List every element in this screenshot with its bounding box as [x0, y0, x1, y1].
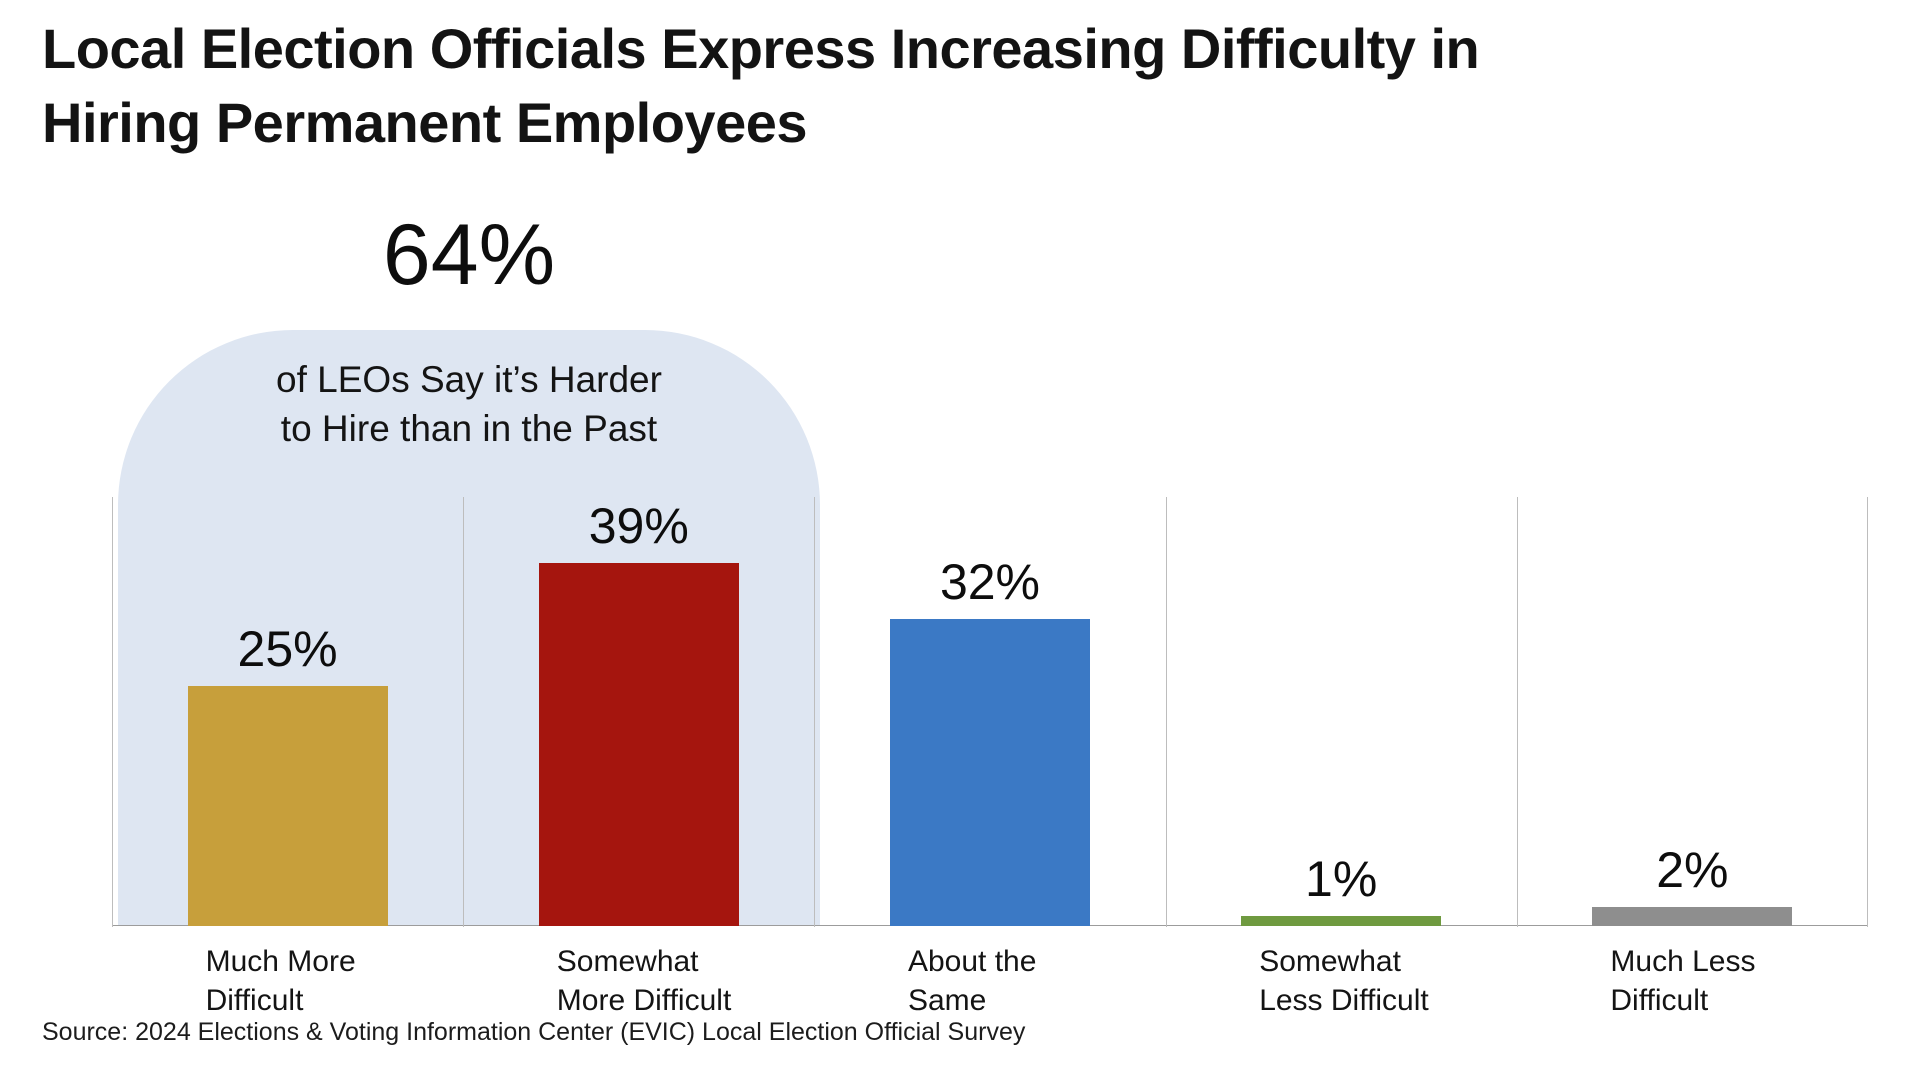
- category-label-line: Somewhat: [556, 945, 699, 978]
- bar-about-the-same: [889, 619, 1090, 926]
- category-label: Much Less Difficult: [1610, 942, 1755, 1020]
- bar-column: 1% Somewhat Less Difficult: [1166, 497, 1517, 1017]
- bar-column: 2% Much Less Difficult: [1517, 497, 1868, 1017]
- category-label-line: Same: [907, 984, 987, 1017]
- bar-much-less-difficult: [1592, 907, 1793, 926]
- category-label-line: Difficult: [205, 984, 304, 1017]
- category-label-line: Somewhat: [1259, 945, 1401, 978]
- bar-column: 32% About the Same: [814, 497, 1165, 1017]
- category-separator-line: [1517, 497, 1518, 927]
- category-label-line: About the: [907, 945, 1037, 978]
- category-label: Somewhat More Difficult: [557, 942, 732, 1020]
- category-label-line: Less Difficult: [1259, 984, 1429, 1017]
- highlight-caption-line2: to Hire than in the Past: [280, 407, 658, 449]
- chart-title: Local Election Officials Express Increas…: [42, 12, 1742, 160]
- category-separator-line: [1867, 497, 1868, 927]
- category-separator-line: [463, 497, 464, 927]
- chart-title-line1: Local Election Officials Express Increas…: [42, 17, 1480, 80]
- bar-column: 25% Much More Difficult: [112, 497, 463, 1017]
- category-label-line: Much Less: [1610, 945, 1756, 978]
- category-label: Somewhat Less Difficult: [1259, 942, 1429, 1020]
- bar-value-label: 25%: [237, 621, 338, 677]
- bar-value-label: 2%: [1656, 842, 1729, 898]
- category-label: Much More Difficult: [206, 942, 356, 1020]
- bar-somewhat-more-difficult: [538, 563, 739, 926]
- category-separator-line: [112, 497, 113, 927]
- category-label-line: More Difficult: [556, 984, 732, 1017]
- bar-value-label: 39%: [588, 498, 689, 554]
- highlight-caption-line1: of LEOs Say it’s Harder: [276, 359, 662, 400]
- bar-plot-area: 25% Much More Difficult 39% Somewhat More Dif…: [112, 497, 1868, 1017]
- highlight-value: 64%: [382, 207, 556, 303]
- bar-much-more-difficult: [187, 686, 388, 926]
- bar-value-label: 32%: [939, 554, 1041, 610]
- category-label-line: Difficult: [1610, 984, 1709, 1017]
- bar-somewhat-less-difficult: [1241, 916, 1442, 926]
- bar-value-label: 1%: [1305, 851, 1378, 907]
- category-label: About the Same: [908, 942, 1036, 1020]
- highlight-caption: of LEOs Say it’s Harder to Hire than in …: [118, 356, 820, 454]
- source-note: Source: 2024 Elections & Voting Informat…: [42, 1018, 1026, 1046]
- category-label-line: Much More: [205, 945, 356, 978]
- category-separator-line: [814, 497, 815, 927]
- category-separator-line: [1166, 497, 1167, 927]
- bar-column: 39% Somewhat More Difficult: [463, 497, 814, 1017]
- chart-title-line2: Hiring Permanent Employees: [42, 90, 808, 154]
